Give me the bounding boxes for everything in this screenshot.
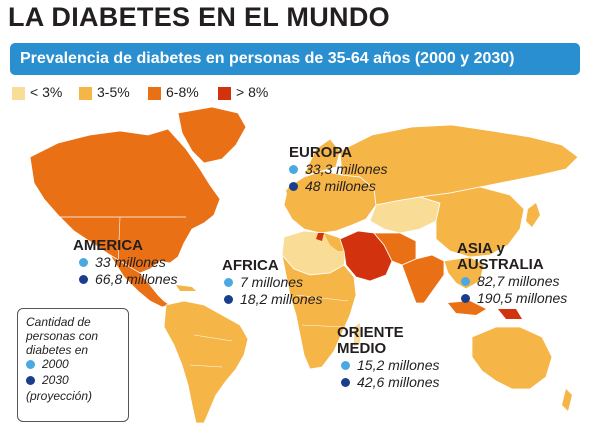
key-line3: diabetes en bbox=[26, 343, 89, 357]
world-map bbox=[29, 106, 579, 424]
stat-text: 42,6 millones bbox=[357, 374, 440, 390]
uk bbox=[286, 183, 296, 201]
stat-text: 48 millones bbox=[305, 178, 376, 194]
papua bbox=[498, 309, 522, 319]
legend-label: < 3% bbox=[30, 84, 63, 100]
dot-2030-icon bbox=[289, 182, 298, 191]
region-name-line2: AUSTRALIA bbox=[457, 256, 544, 273]
key-note: (proyección) bbox=[26, 389, 93, 403]
key-2030-label: 2030 bbox=[42, 373, 69, 387]
region-name-line1: ASIA y bbox=[457, 240, 505, 257]
australia bbox=[471, 326, 553, 390]
dot-2000-icon bbox=[79, 258, 88, 267]
subtitle: Prevalencia de diabetes en personas de 3… bbox=[20, 50, 515, 67]
key-2000: 2000 bbox=[26, 357, 98, 373]
region-name: AFRICA bbox=[222, 257, 279, 274]
key-line2: personas con bbox=[26, 329, 99, 343]
stat-2030: 42,6 millones bbox=[341, 374, 471, 391]
stat-text: 33,3 millones bbox=[305, 161, 388, 177]
stat-text: 18,2 millones bbox=[240, 291, 323, 307]
china bbox=[419, 186, 525, 258]
central-asia bbox=[369, 196, 441, 234]
legend-swatch bbox=[12, 87, 25, 100]
dot-2030-icon bbox=[79, 275, 88, 284]
stat-2000: 33,3 millones bbox=[289, 161, 419, 178]
stat-2000: 15,2 millones bbox=[341, 357, 471, 374]
stat-text: 66,8 millones bbox=[95, 271, 178, 287]
stat-2000: 82,7 millones bbox=[461, 273, 590, 290]
region-europa: EUROPA 33,3 millones 48 millones bbox=[289, 145, 419, 195]
europe bbox=[283, 170, 377, 234]
dot-2000-icon bbox=[341, 361, 350, 370]
stat-text: 33 millones bbox=[95, 254, 166, 270]
tunisia bbox=[316, 233, 324, 241]
india bbox=[401, 254, 445, 304]
madagascar bbox=[354, 323, 360, 347]
dot-2030-icon bbox=[224, 295, 233, 304]
region-name: EUROPA bbox=[289, 144, 353, 161]
stat-2030: 66,8 millones bbox=[79, 271, 209, 288]
russia bbox=[339, 124, 579, 206]
stat-2030: 48 millones bbox=[289, 178, 419, 195]
stat-2030: 190,5 millones bbox=[461, 290, 590, 307]
stat-text: 7 millones bbox=[240, 274, 304, 290]
legend-swatch bbox=[218, 87, 231, 100]
stat-2000: 33 millones bbox=[79, 254, 209, 271]
new-zealand bbox=[562, 389, 572, 411]
legend-swatch bbox=[79, 87, 92, 100]
legend-swatch bbox=[148, 87, 161, 100]
southeast-asia bbox=[443, 256, 485, 290]
key-2030: 2030 bbox=[26, 373, 98, 389]
north-america bbox=[29, 128, 221, 274]
region-name-line1: ORIENTE bbox=[337, 324, 404, 341]
dot-2030-icon bbox=[341, 378, 350, 387]
stat-text: 82,7 millones bbox=[477, 273, 560, 289]
region-asia: ASIA y AUSTRALIA 82,7 millones 190,5 mil… bbox=[457, 241, 587, 307]
dot-2030-icon bbox=[26, 376, 35, 385]
region-name: AMERICA bbox=[73, 237, 143, 254]
dot-2030-icon bbox=[461, 294, 470, 303]
dot-2000-icon bbox=[26, 360, 35, 369]
legend-label: > 8% bbox=[236, 84, 269, 100]
stat-2000: 7 millones bbox=[224, 274, 344, 291]
stat-2030: 18,2 millones bbox=[224, 291, 344, 308]
region-oriente-medio: ORIENTE MEDIO 15,2 millones 42,6 millone… bbox=[337, 325, 467, 391]
dot-2000-icon bbox=[461, 277, 470, 286]
south-america bbox=[163, 300, 249, 424]
greenland bbox=[177, 106, 247, 164]
region-america: AMERICA 33 millones 66,8 millones bbox=[73, 238, 203, 288]
key-line1: Cantidad de bbox=[26, 315, 91, 329]
legend-label: 3-5% bbox=[97, 84, 130, 100]
indonesia bbox=[448, 301, 486, 315]
key-box: Cantidad de personas con diabetes en 200… bbox=[17, 308, 129, 422]
stat-text: 190,5 millones bbox=[477, 290, 568, 306]
dot-2000-icon bbox=[289, 165, 298, 174]
sub-saharan-africa bbox=[281, 253, 357, 370]
japan bbox=[526, 203, 540, 227]
key-2000-label: 2000 bbox=[42, 357, 69, 371]
legend-label: 6-8% bbox=[166, 84, 199, 100]
egypt bbox=[324, 233, 346, 251]
page-title: LA DIABETES EN EL MUNDO bbox=[8, 2, 390, 32]
region-africa: AFRICA 7 millones 18,2 millones bbox=[222, 258, 342, 308]
middle-east bbox=[339, 230, 393, 282]
subtitle-banner: Prevalencia de diabetes en personas de 3… bbox=[10, 43, 580, 75]
caribbean bbox=[176, 285, 196, 291]
region-name-line2: MEDIO bbox=[337, 340, 387, 357]
stat-text: 15,2 millones bbox=[357, 357, 440, 373]
dot-2000-icon bbox=[224, 278, 233, 287]
